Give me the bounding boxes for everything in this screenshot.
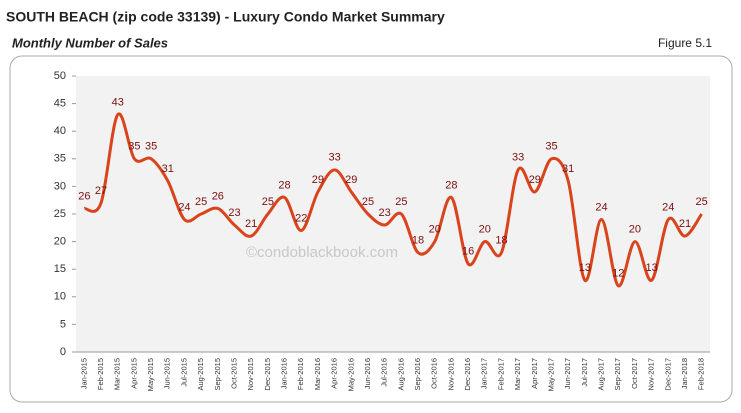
y-tick-label: 40 <box>54 125 66 137</box>
x-tick-label: Nov-2015 <box>246 358 255 391</box>
data-label: 21 <box>679 218 691 230</box>
x-tick-label: Feb-2016 <box>296 358 305 390</box>
x-tick-label: Dec-2017 <box>663 358 672 391</box>
data-label: 16 <box>462 246 474 258</box>
x-tick-label: Feb-2017 <box>496 358 505 390</box>
x-tick-label: Dec-2015 <box>263 358 272 391</box>
data-label: 24 <box>662 201 674 213</box>
x-tick-label: Feb-2015 <box>96 358 105 390</box>
y-tick-label: 35 <box>54 153 66 165</box>
x-tick-label: May-2017 <box>546 358 555 391</box>
data-label: 20 <box>479 224 491 236</box>
chart-title: SOUTH BEACH (zip code 33139) - Luxury Co… <box>6 9 445 25</box>
y-tick-label: 0 <box>60 346 66 358</box>
x-tick-label: Aug-2015 <box>196 358 205 391</box>
x-tick-label: Apr-2016 <box>330 358 339 389</box>
data-label: 35 <box>128 141 140 153</box>
data-label: 35 <box>145 141 157 153</box>
data-label: 25 <box>262 196 274 208</box>
x-tick-label: Apr-2017 <box>530 358 539 389</box>
y-tick-label: 45 <box>54 98 66 110</box>
data-label: 31 <box>562 163 574 175</box>
data-label: 35 <box>545 141 557 153</box>
x-tick-label: Sep-2017 <box>613 358 622 391</box>
y-tick-label: 15 <box>54 263 66 275</box>
x-tick-label: Jul-2017 <box>580 358 589 387</box>
data-label: 29 <box>312 174 324 186</box>
y-tick-label: 20 <box>54 236 66 248</box>
data-label: 28 <box>278 179 290 191</box>
data-label: 24 <box>178 201 190 213</box>
x-tick-label: Oct-2017 <box>630 358 639 389</box>
data-label: 24 <box>595 201 607 213</box>
y-tick-label: 25 <box>54 208 66 220</box>
data-label: 18 <box>412 235 424 247</box>
data-label: 20 <box>629 224 641 236</box>
data-label: 33 <box>328 152 340 164</box>
x-tick-label: Aug-2016 <box>396 358 405 391</box>
y-tick-label: 5 <box>60 318 66 330</box>
chart-subtitle: Monthly Number of Sales <box>12 35 168 50</box>
x-tick-label: Jan-2015 <box>79 358 88 389</box>
data-label: 12 <box>612 268 624 280</box>
x-tick-label: Nov-2017 <box>647 358 656 391</box>
plot-area <box>76 76 710 352</box>
x-tick-label: Mar-2015 <box>113 358 122 390</box>
x-tick-label: Mar-2016 <box>313 358 322 390</box>
x-tick-label: Dec-2016 <box>463 358 472 391</box>
x-tick-label: Mar-2017 <box>513 358 522 390</box>
data-label: 29 <box>345 174 357 186</box>
data-label: 43 <box>112 97 124 109</box>
data-label: 22 <box>295 212 307 224</box>
data-label: 27 <box>95 185 107 197</box>
data-label: 25 <box>362 196 374 208</box>
data-label: 18 <box>495 235 507 247</box>
data-label: 29 <box>529 174 541 186</box>
x-tick-label: May-2016 <box>346 358 355 391</box>
data-label: 31 <box>162 163 174 175</box>
data-label: 23 <box>228 207 240 219</box>
x-tick-label: Nov-2016 <box>446 358 455 391</box>
y-tick-label: 30 <box>54 180 66 192</box>
x-tick-label: Jan-2017 <box>480 358 489 389</box>
x-tick-label: Jul-2016 <box>380 358 389 387</box>
x-tick-label: Jul-2015 <box>179 358 188 387</box>
watermark: ©condoblackbook.com <box>246 244 398 261</box>
x-tick-label: Aug-2017 <box>597 358 606 391</box>
data-label: 26 <box>78 190 90 202</box>
x-tick-label: Sep-2015 <box>213 358 222 391</box>
x-tick-label: Jan-2016 <box>280 358 289 389</box>
chart-frame <box>9 55 733 403</box>
data-label: 28 <box>445 179 457 191</box>
data-label: 21 <box>245 218 257 230</box>
x-tick-label: Feb-2018 <box>697 358 706 390</box>
x-tick-label: Jun-2017 <box>563 358 572 389</box>
x-tick-label: Oct-2015 <box>229 358 238 389</box>
data-label: 13 <box>579 262 591 274</box>
y-tick-label: 50 <box>54 70 66 82</box>
data-label: 13 <box>645 262 657 274</box>
x-tick-label: Jan-2018 <box>680 358 689 389</box>
data-label: 25 <box>195 196 207 208</box>
x-tick-label: May-2015 <box>146 358 155 391</box>
data-label: 25 <box>696 196 708 208</box>
series-line <box>83 112 703 288</box>
figure-label: Figure 5.1 <box>658 36 712 50</box>
data-label: 26 <box>212 190 224 202</box>
y-tick-label: 10 <box>54 291 66 303</box>
x-tick-label: Oct-2016 <box>430 358 439 389</box>
data-label: 23 <box>379 207 391 219</box>
x-tick-label: Jun-2016 <box>363 358 372 389</box>
x-tick-label: Sep-2016 <box>413 358 422 391</box>
data-label: 33 <box>512 152 524 164</box>
x-tick-label: Apr-2015 <box>129 358 138 389</box>
data-label: 25 <box>395 196 407 208</box>
x-tick-label: Jun-2015 <box>163 358 172 389</box>
data-label: 20 <box>429 224 441 236</box>
